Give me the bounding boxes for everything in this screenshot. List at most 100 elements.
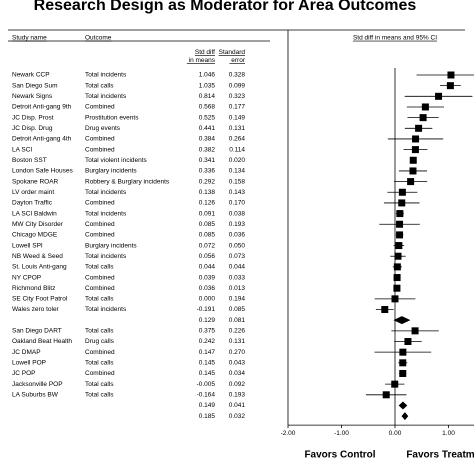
x-tick-label: 0.00 bbox=[389, 430, 402, 437]
x-tick-label: -2.00 bbox=[281, 430, 296, 437]
effect-square bbox=[396, 220, 404, 228]
plot-header: Std diff in means and 95% CI bbox=[353, 35, 437, 42]
value-label: 0.194 bbox=[229, 296, 246, 303]
value-label: 0.292 bbox=[199, 178, 216, 185]
effect-square bbox=[393, 284, 401, 292]
effect-square bbox=[409, 156, 417, 164]
value-label: 0.000 bbox=[199, 296, 216, 303]
outcome: Combined bbox=[85, 274, 115, 281]
effect-square bbox=[412, 135, 420, 143]
study-name: San Diego DART bbox=[12, 328, 62, 335]
value-label: 0.328 bbox=[229, 72, 246, 79]
annotation: Favors Treatment bbox=[406, 450, 474, 461]
effect-square bbox=[396, 210, 404, 218]
effect-square bbox=[421, 103, 429, 111]
value-label: 0.056 bbox=[199, 253, 216, 260]
outcome: Burglary incidents bbox=[85, 168, 137, 175]
outcome: Combined bbox=[85, 349, 115, 356]
outcome: Combined bbox=[85, 136, 115, 143]
value-label: 0.226 bbox=[229, 328, 246, 335]
outcome: Total incidents bbox=[85, 189, 127, 196]
study-name: MW City Disorder bbox=[12, 221, 64, 228]
effect-square bbox=[382, 391, 390, 399]
x-tick-label: 1.00 bbox=[442, 430, 455, 437]
value-label: 0.034 bbox=[229, 370, 246, 377]
value-label: 0.145 bbox=[199, 360, 216, 367]
outcome: Total calls bbox=[85, 328, 114, 335]
study-name: JC DMAP bbox=[12, 349, 41, 356]
value-label: 0.081 bbox=[229, 317, 246, 324]
value-label: 0.341 bbox=[199, 157, 216, 164]
value-label: 0.323 bbox=[229, 93, 246, 100]
study-name: JC Disp. Prost bbox=[12, 114, 54, 121]
study-name: LV order maint bbox=[12, 189, 54, 196]
study-name: Newark CCP bbox=[12, 72, 50, 79]
annotation: Favors Control bbox=[304, 450, 375, 461]
effect-square bbox=[404, 338, 412, 345]
effect-square bbox=[447, 71, 455, 79]
value-label: 0.270 bbox=[229, 349, 246, 356]
outcome: Total incidents bbox=[85, 93, 127, 100]
value-label: 0.013 bbox=[229, 285, 246, 292]
study-name: San Diego Sum bbox=[12, 82, 58, 89]
chart-title: Research Design as Moderator for Area Ou… bbox=[34, 0, 417, 14]
study-name: Wales zero toler bbox=[12, 306, 60, 313]
study-name: Dayton Traffic bbox=[12, 200, 53, 207]
value-label: 0.170 bbox=[229, 200, 246, 207]
value-label: 0.185 bbox=[199, 413, 216, 420]
outcome: Total violent incidents bbox=[85, 157, 148, 164]
value-label: 0.092 bbox=[229, 381, 246, 388]
outcome: Combined bbox=[85, 104, 115, 111]
study-name: LA SCI bbox=[12, 146, 32, 153]
value-label: 0.091 bbox=[199, 210, 216, 217]
study-name: NB Weed & Seed bbox=[12, 253, 63, 260]
effect-square bbox=[411, 327, 419, 335]
value-label: 0.050 bbox=[229, 242, 246, 249]
value-label: 0.085 bbox=[199, 232, 216, 239]
outcome: Combined bbox=[85, 221, 115, 228]
effect-square bbox=[446, 82, 454, 90]
effect-square bbox=[398, 188, 406, 196]
value-label: 0.043 bbox=[229, 360, 246, 367]
effect-square bbox=[391, 295, 399, 303]
value-label: 0.073 bbox=[229, 253, 246, 260]
value-label: 0.044 bbox=[229, 264, 246, 271]
study-name: NY CPOP bbox=[12, 274, 41, 281]
value-label: 0.131 bbox=[229, 125, 246, 132]
effect-square bbox=[411, 146, 419, 154]
study-name: Spokane ROAR bbox=[12, 178, 59, 185]
value-label: 0.158 bbox=[229, 178, 246, 185]
column-header: Standard error bbox=[219, 49, 246, 64]
outcome: Combined bbox=[85, 146, 115, 153]
study-name: Chicago MDGE bbox=[12, 232, 58, 239]
study-name: Detroit Anti-gang 4th bbox=[12, 136, 72, 143]
study-name: SE City Foot Patrol bbox=[12, 296, 68, 303]
value-label: 0.264 bbox=[229, 136, 246, 143]
study-name: Lowell SPI bbox=[12, 242, 43, 249]
value-label: 0.149 bbox=[199, 402, 216, 409]
effect-square bbox=[391, 380, 399, 388]
effect-square bbox=[398, 199, 406, 207]
value-label: 0.038 bbox=[229, 210, 246, 217]
value-label: 0.814 bbox=[199, 93, 216, 100]
effect-square bbox=[399, 359, 407, 367]
outcome: Combined bbox=[85, 200, 115, 207]
effect-square bbox=[407, 178, 415, 186]
value-label: 0.193 bbox=[229, 392, 246, 399]
effect-square bbox=[415, 124, 423, 132]
outcome: Total incidents bbox=[85, 306, 127, 313]
value-label: 0.036 bbox=[199, 285, 216, 292]
value-label: 0.129 bbox=[199, 317, 216, 324]
outcome: Total calls bbox=[85, 392, 114, 399]
study-name: Newark Signs bbox=[12, 93, 53, 100]
outcome: Total calls bbox=[85, 82, 114, 89]
value-label: 0.020 bbox=[229, 157, 246, 164]
value-label: 0.336 bbox=[199, 168, 216, 175]
study-name: Oakland Beat Health bbox=[12, 338, 72, 345]
effect-square bbox=[419, 114, 427, 122]
value-label: 0.375 bbox=[199, 328, 216, 335]
value-label: -0.005 bbox=[197, 381, 216, 388]
effect-square bbox=[435, 92, 443, 100]
outcome: Total incidents bbox=[85, 253, 127, 260]
value-label: 0.147 bbox=[199, 349, 216, 356]
